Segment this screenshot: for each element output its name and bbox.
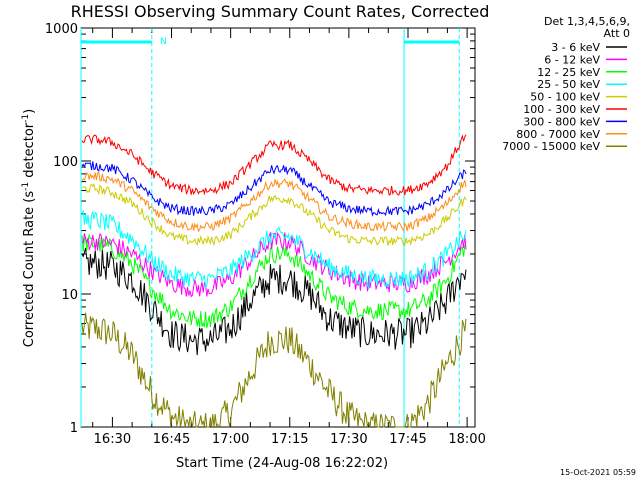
x-tick-label: 17:15 xyxy=(271,432,308,447)
legend-entry-label: 6 - 12 keV xyxy=(544,53,600,66)
legend-entry-label: 12 - 25 keV xyxy=(537,66,600,79)
x-tick-label: 17:30 xyxy=(330,432,367,447)
legend-entry-label: 100 - 300 keV xyxy=(523,103,600,116)
x-axis: 16:30 16:45 17:00 17:15 17:30 17:45 18:00 xyxy=(92,28,486,447)
n-annotation: N xyxy=(160,37,167,47)
y-tick-label: 100 xyxy=(53,155,78,170)
x-tick-label: 17:45 xyxy=(389,432,426,447)
x-tick-label: 16:30 xyxy=(94,432,131,447)
legend-header-line2: Att 0 xyxy=(604,27,630,40)
series-line xyxy=(81,209,467,290)
legend-entry-label: 7000 - 15000 keV xyxy=(502,140,600,153)
y-tick-label: 1000 xyxy=(45,22,78,37)
y-tick-label: 1 xyxy=(70,421,78,436)
series-line xyxy=(82,183,467,247)
x-tick-label: 16:45 xyxy=(153,432,190,447)
legend-header-line1: Det 1,3,4,5,6,9, xyxy=(544,15,630,28)
legend-entry-label: 50 - 100 keV xyxy=(530,91,600,104)
chart-title: RHESSI Observing Summary Count Rates, Co… xyxy=(71,2,490,21)
series-line xyxy=(81,233,467,329)
series-line xyxy=(81,312,467,428)
series-layer xyxy=(81,134,467,428)
footer-date: 15-Oct-2021 05:59 xyxy=(560,468,636,477)
series-line xyxy=(81,171,467,233)
series-line xyxy=(81,161,467,217)
y-axis-label: Corrected Count Rate (s-1 detector-1) xyxy=(21,109,37,347)
series-line xyxy=(81,134,467,196)
y-tick-label: 10 xyxy=(61,288,78,303)
y-axis: 1 10 100 1000 xyxy=(45,22,475,436)
series-line xyxy=(81,247,467,356)
legend-entry-label: 300 - 800 keV xyxy=(523,115,600,128)
legend-entry-label: 25 - 50 keV xyxy=(537,78,600,91)
legend-entry-label: 3 - 6 keV xyxy=(551,41,600,54)
legend-entry-label: 800 - 7000 keV xyxy=(516,128,600,141)
x-tick-label: 18:00 xyxy=(448,432,485,447)
x-axis-label: Start Time (24-Aug-08 16:22:02) xyxy=(176,456,388,471)
x-tick-label: 17:00 xyxy=(212,432,249,447)
